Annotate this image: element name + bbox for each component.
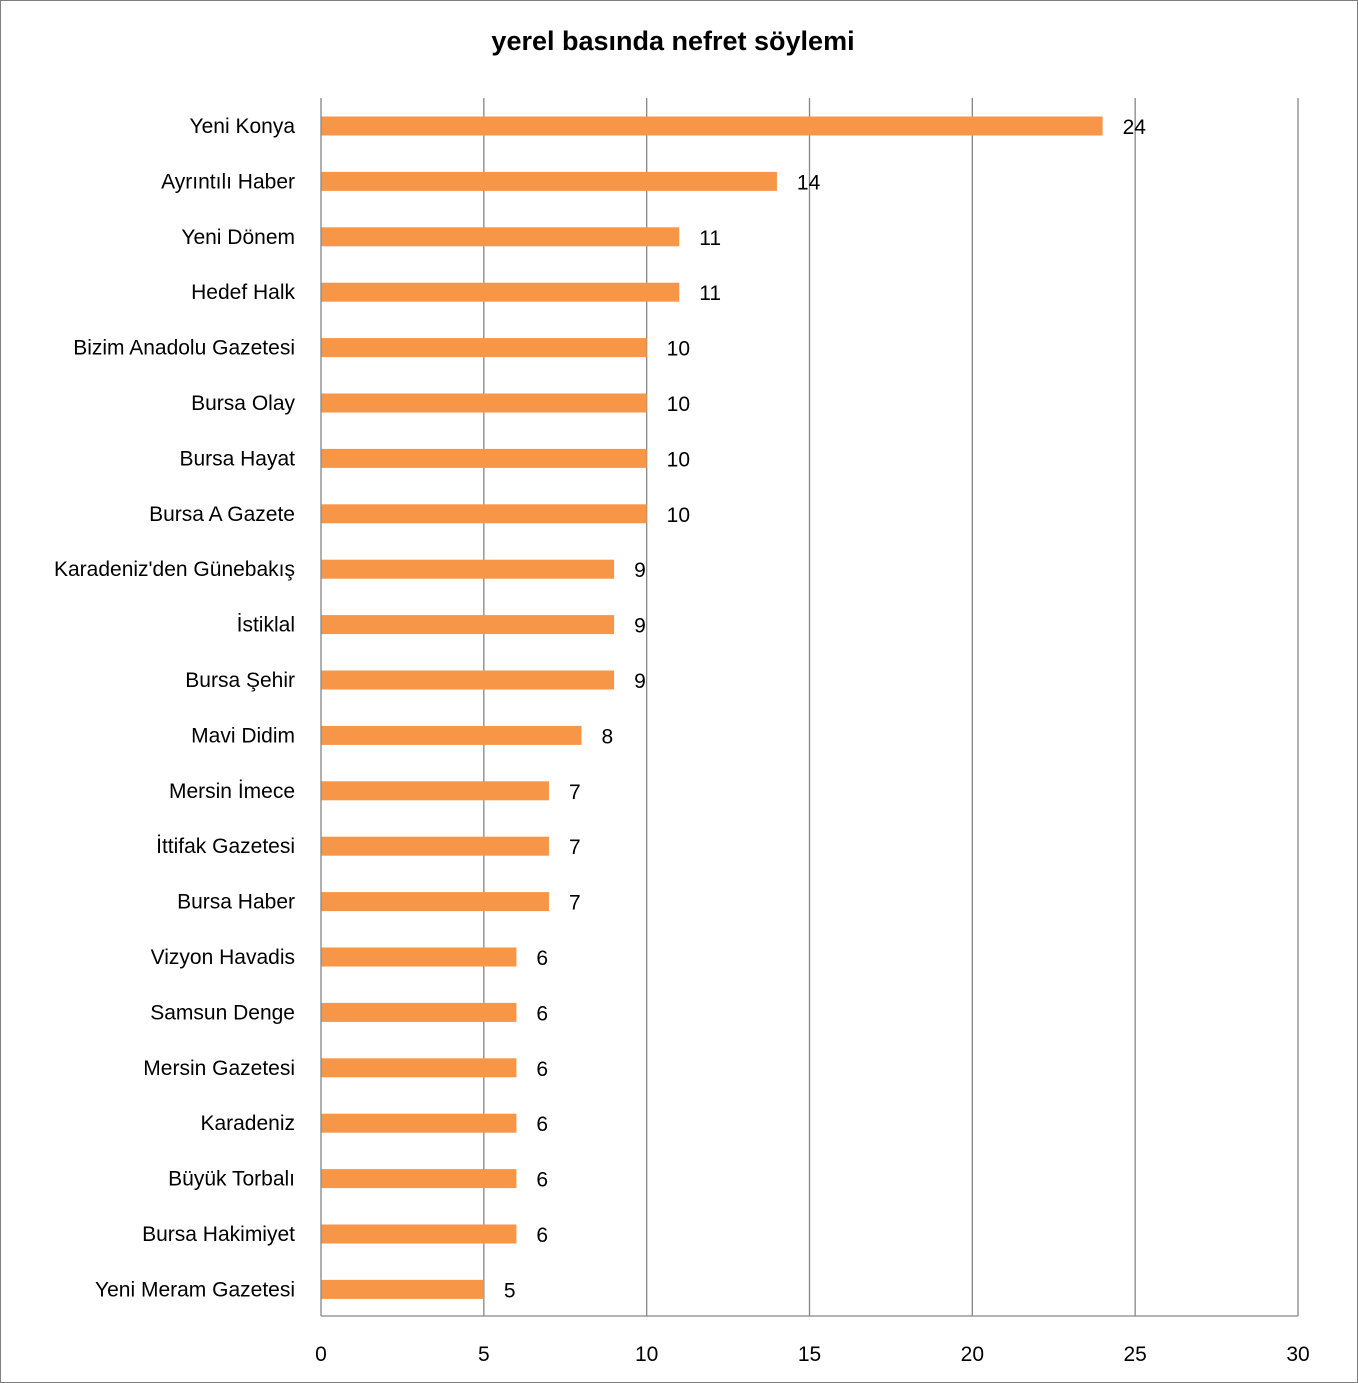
data-label: 6 xyxy=(536,1002,548,1025)
x-tick-label: 5 xyxy=(478,1343,490,1366)
category-label: Yeni Meram Gazetesi xyxy=(95,1278,295,1301)
category-label: Bursa A Gazete xyxy=(149,503,295,526)
bar xyxy=(321,947,517,967)
data-label: 6 xyxy=(536,1169,548,1192)
category-label: Hedef Halk xyxy=(191,281,295,304)
category-label: Mersin Gazetesi xyxy=(143,1057,295,1080)
bar xyxy=(321,393,647,413)
category-label: Yeni Konya xyxy=(190,115,296,138)
category-label: Bursa Olay xyxy=(191,392,295,415)
bar xyxy=(321,1224,517,1244)
category-label: Bursa Hakimiyet xyxy=(142,1223,295,1246)
bar xyxy=(321,725,582,745)
x-tick-label: 20 xyxy=(961,1343,984,1366)
chart-title: yerel basında nefret söylemi xyxy=(491,26,855,56)
data-label: 7 xyxy=(569,781,581,804)
data-label: 10 xyxy=(667,448,690,471)
data-label: 6 xyxy=(536,1058,548,1081)
category-label: Bursa Hayat xyxy=(179,447,295,470)
data-label: 9 xyxy=(634,559,646,582)
bar xyxy=(321,670,615,690)
category-label: Karadeniz xyxy=(200,1112,295,1135)
bar xyxy=(321,559,615,579)
data-label: 7 xyxy=(569,836,581,859)
data-label: 8 xyxy=(602,725,614,748)
data-label: 6 xyxy=(536,1224,548,1247)
category-label: İstiklal xyxy=(237,614,295,637)
data-label: 10 xyxy=(667,504,690,527)
data-label: 24 xyxy=(1123,116,1147,139)
bar xyxy=(321,116,1103,136)
bar xyxy=(321,338,647,358)
bar xyxy=(321,227,680,247)
category-label: Bursa Şehir xyxy=(185,669,295,692)
category-label: Karadeniz'den Günebakış xyxy=(54,558,295,581)
category-label: Mersin İmece xyxy=(169,780,295,803)
bar xyxy=(321,171,777,191)
bar xyxy=(321,892,549,912)
category-label: Mavi Didim xyxy=(191,724,295,747)
category-label: İttifak Gazetesi xyxy=(156,835,295,858)
data-label: 14 xyxy=(797,171,821,194)
x-tick-label: 30 xyxy=(1286,1343,1309,1366)
data-label: 9 xyxy=(634,615,646,638)
bar xyxy=(321,1279,484,1299)
x-tick-label: 25 xyxy=(1123,1343,1146,1366)
category-label: Büyük Torbalı xyxy=(168,1168,295,1191)
x-tick-label: 15 xyxy=(798,1343,821,1366)
bar xyxy=(321,1002,517,1022)
bar xyxy=(321,615,615,635)
data-label: 6 xyxy=(536,947,548,970)
x-tick-label: 0 xyxy=(315,1343,327,1366)
category-label: Yeni Dönem xyxy=(181,226,295,249)
category-label: Bizim Anadolu Gazetesi xyxy=(73,337,295,360)
x-tick-label: 10 xyxy=(635,1343,658,1366)
data-label: 10 xyxy=(667,393,690,416)
category-label: Vizyon Havadis xyxy=(151,946,295,969)
data-label: 5 xyxy=(504,1279,516,1302)
bar xyxy=(321,282,680,302)
bar xyxy=(321,781,549,801)
data-label: 11 xyxy=(699,282,721,305)
data-label: 7 xyxy=(569,892,581,915)
bar xyxy=(321,1169,517,1189)
data-label: 10 xyxy=(667,338,690,361)
bar xyxy=(321,504,647,524)
data-label: 9 xyxy=(634,670,646,693)
data-label: 6 xyxy=(536,1113,548,1136)
bar xyxy=(321,448,647,468)
category-label: Bursa Haber xyxy=(177,891,295,914)
bar xyxy=(321,1113,517,1133)
data-label: 11 xyxy=(699,227,721,250)
bar xyxy=(321,1058,517,1078)
category-label: Samsun Denge xyxy=(150,1001,295,1024)
category-label: Ayrıntılı Haber xyxy=(161,170,295,193)
bar xyxy=(321,836,549,856)
